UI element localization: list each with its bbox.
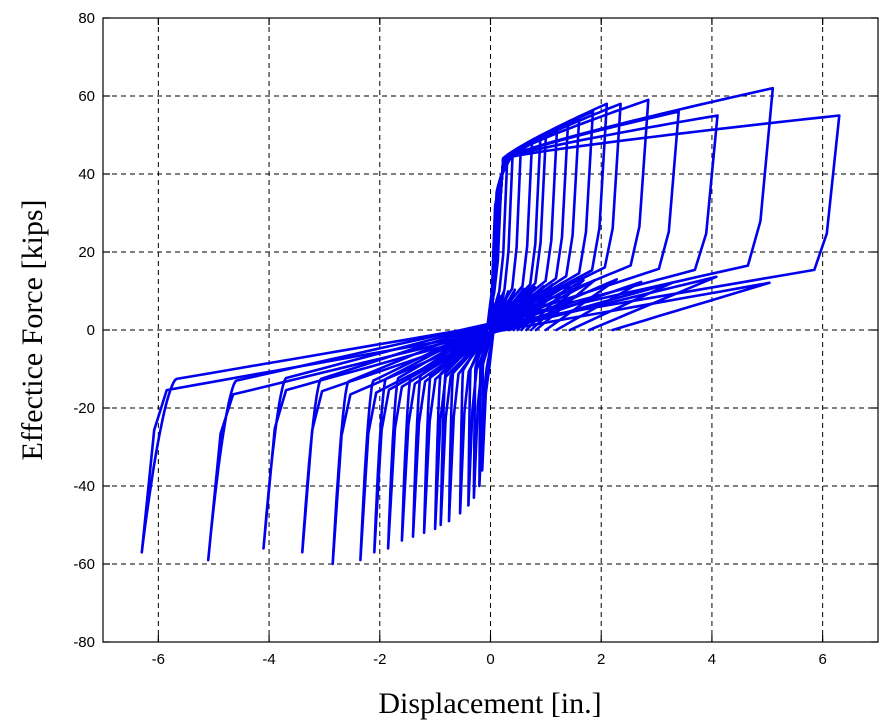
y-tick-label: 80 xyxy=(78,10,95,27)
y-tick-label: -40 xyxy=(73,478,95,495)
x-tick-label: -2 xyxy=(373,651,386,668)
x-tick-label: -6 xyxy=(152,651,165,668)
x-axis-tick-labels: -6 -4 -2 0 2 4 6 xyxy=(152,651,827,668)
x-tick-label: 2 xyxy=(597,651,605,668)
y-tick-label: -20 xyxy=(73,400,95,417)
x-tick-label: 4 xyxy=(708,651,716,668)
hysteresis-cycle xyxy=(140,114,841,554)
x-axis-label: Displacement [in.] xyxy=(378,687,601,720)
y-tick-label: 20 xyxy=(78,244,95,261)
axis-ticks xyxy=(103,17,878,643)
x-tick-label: 0 xyxy=(486,651,494,668)
hysteresis-cycle xyxy=(373,102,609,554)
y-tick-label: 0 xyxy=(87,322,95,339)
hysteresis-cycle xyxy=(206,86,775,562)
y-tick-label: 40 xyxy=(78,166,95,183)
y-tick-label: 60 xyxy=(78,88,95,105)
y-tick-label: -60 xyxy=(73,556,95,573)
series-hysteresis xyxy=(140,86,841,566)
x-tick-label: -4 xyxy=(262,651,275,668)
y-axis-label: Effectice Force [kips] xyxy=(16,200,49,461)
y-axis-tick-labels: -80 -60 -40 -20 0 20 40 60 80 xyxy=(73,10,95,651)
y-tick-label: -80 xyxy=(73,634,95,651)
x-tick-label: 6 xyxy=(818,651,826,668)
